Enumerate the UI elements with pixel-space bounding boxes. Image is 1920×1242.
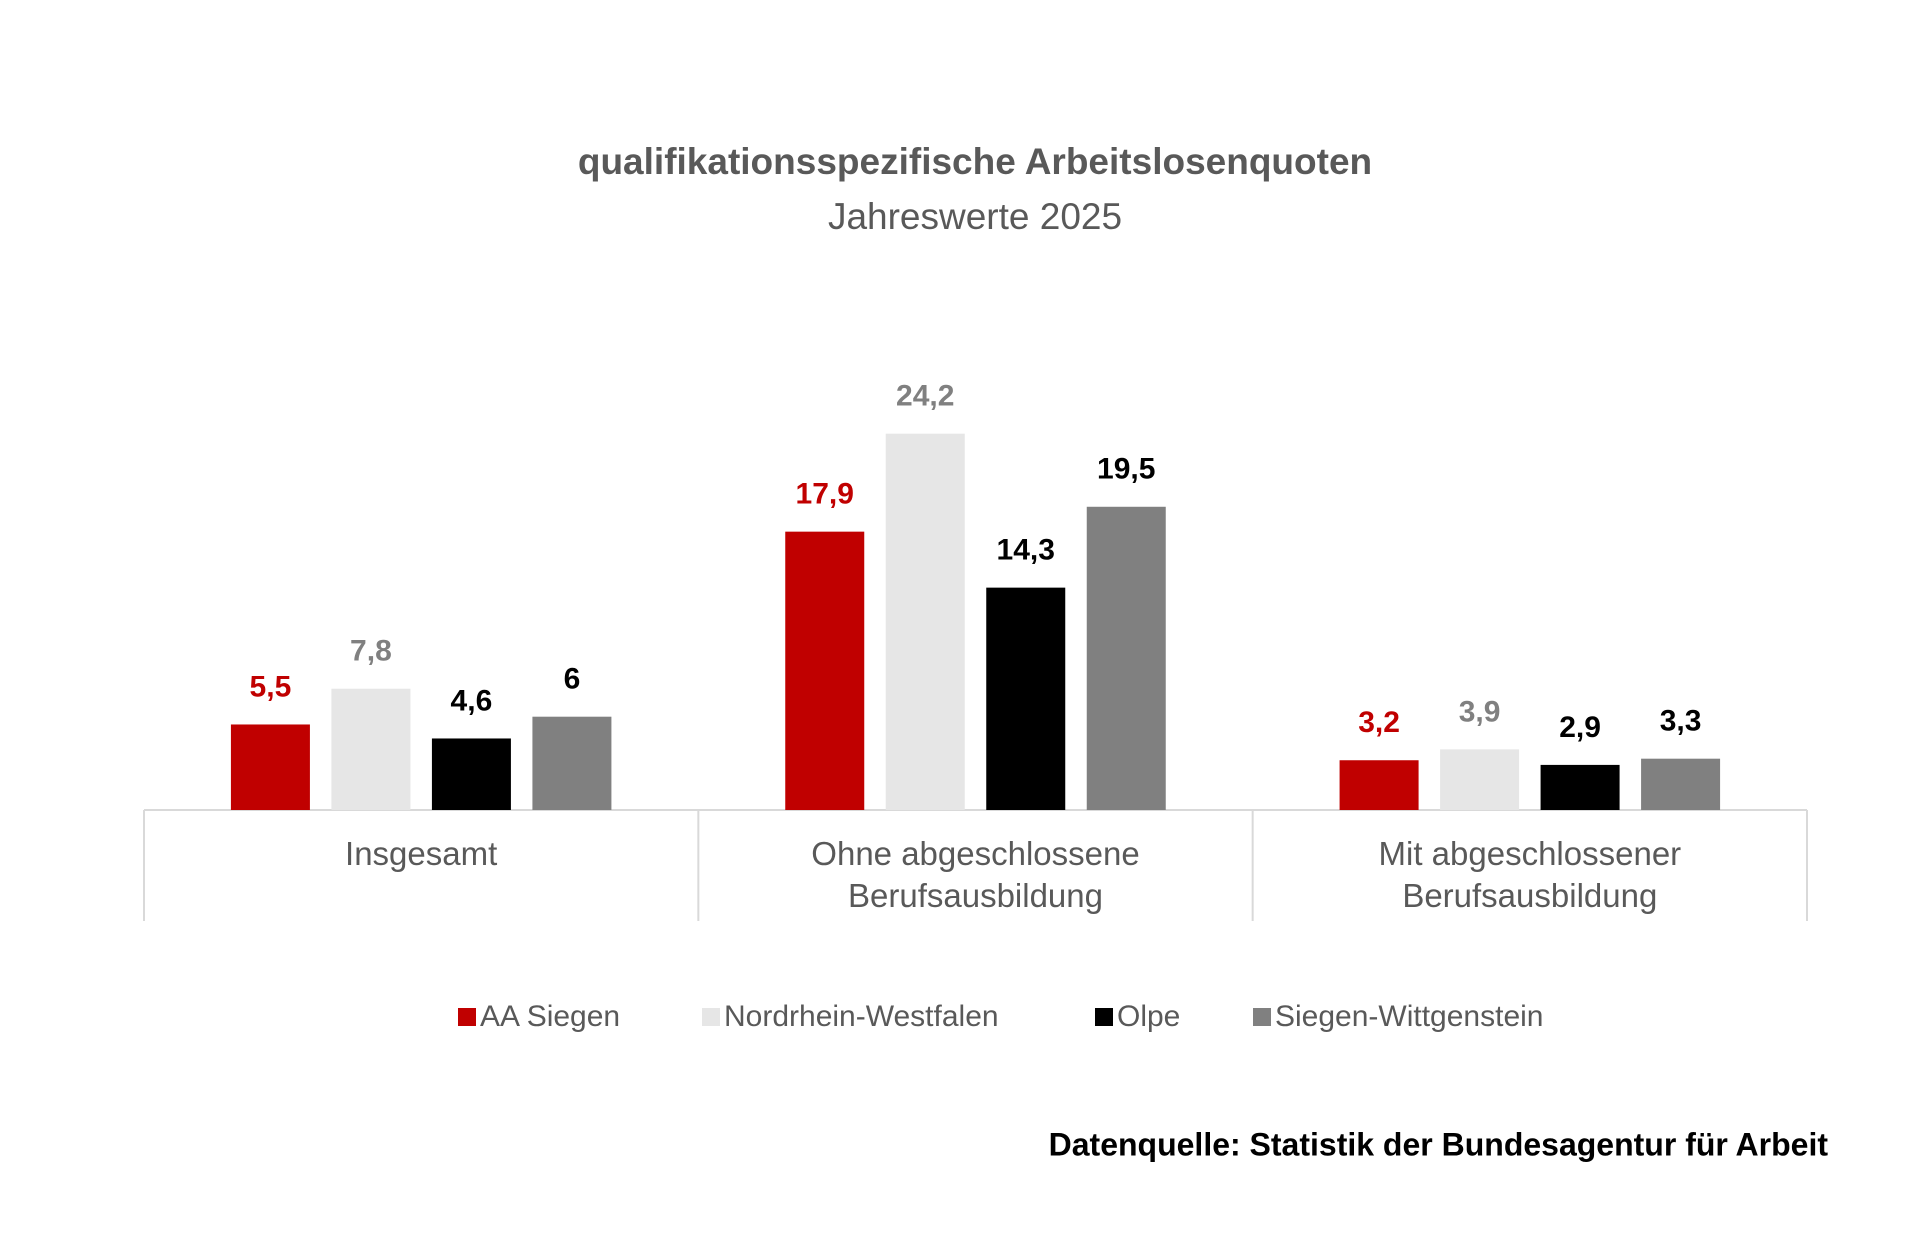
chart-subtitle: Jahreswerte 2025 [828,196,1122,237]
legend-swatch [458,1008,476,1026]
bar [1339,760,1419,810]
value-label: 14,3 [997,534,1055,567]
value-label: 3,9 [1459,695,1501,728]
bar [986,587,1066,810]
bar [1540,764,1620,810]
bar [785,531,865,810]
value-label: 17,9 [796,478,854,511]
value-label: 3,2 [1358,706,1400,739]
source-note: Datenquelle: Statistik der Bundesagentur… [1049,1126,1829,1162]
legend-label: Siegen-Wittgenstein [1275,1000,1543,1033]
value-label: 7,8 [350,635,392,668]
legend-label: Olpe [1117,1000,1180,1033]
value-label: 3,3 [1660,705,1702,738]
chart-title: qualifikationsspezifische Arbeitslosenqu… [578,141,1372,182]
legend-swatch [1253,1008,1271,1026]
value-label: 2,9 [1559,711,1601,744]
x-tick-label: Insgesamt [345,835,498,872]
legend-swatch [702,1008,720,1026]
bar [1086,506,1166,810]
bar [230,724,310,810]
x-tick-label: Ohne abgeschlossene Berufsausbildung [811,835,1140,914]
bar [532,716,612,810]
value-label: 4,6 [451,684,493,717]
bar [1440,749,1520,810]
bar [885,433,965,810]
value-label: 24,2 [896,380,954,413]
legend-swatch [1095,1008,1113,1026]
bar [1641,758,1721,810]
value-label: 6 [564,663,581,696]
legend-label: Nordrhein-Westfalen [724,1000,999,1033]
value-label: 5,5 [250,670,292,703]
bar [331,688,411,810]
x-tick-label: Mit abgeschlossener Berufsausbildung [1378,835,1682,914]
legend-label: AA Siegen [480,1000,620,1033]
bar [431,738,511,810]
value-label: 19,5 [1097,453,1155,486]
